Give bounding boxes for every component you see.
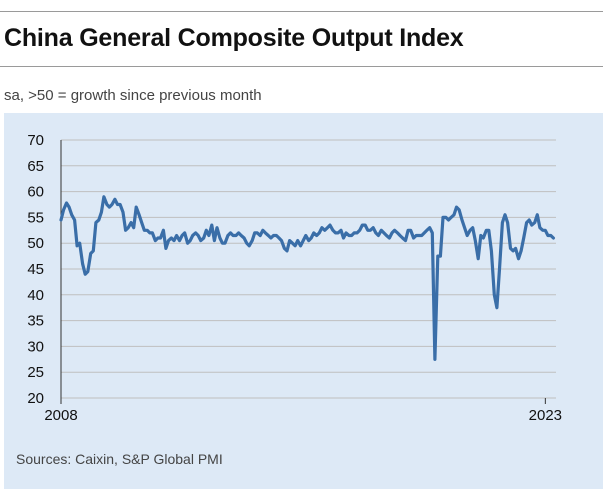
y-tick-label: 40: [27, 287, 44, 304]
top-rule: [0, 11, 603, 12]
line-chart: 20 25 30 35 40 45 50 55 60 65 70 2008 2023: [27, 132, 562, 424]
y-tick-label: 50: [27, 235, 44, 252]
title-rule: [0, 66, 603, 67]
series-line-0: [59, 195, 555, 361]
chart-panel: 20 25 30 35 40 45 50 55 60 65 70 2008 2023: [4, 113, 603, 489]
y-tick-label: 55: [27, 209, 44, 226]
y-tick-label: 65: [27, 158, 44, 175]
x-tick-label: 2023: [529, 407, 562, 424]
y-tick-label: 60: [27, 184, 44, 201]
source-note: Sources: Caixin, S&P Global PMI: [16, 451, 223, 467]
chart-subtitle: sa, >50 = growth since previous month: [4, 87, 262, 104]
chart-title: China General Composite Output Index: [4, 24, 464, 52]
y-tick-label: 70: [27, 132, 44, 149]
y-tick-label: 30: [27, 338, 44, 355]
y-tick-label: 35: [27, 313, 44, 330]
y-tick-label: 20: [27, 390, 44, 407]
x-tick-label: 2008: [44, 407, 77, 424]
y-tick-label: 25: [27, 364, 44, 381]
y-tick-label: 45: [27, 261, 44, 278]
